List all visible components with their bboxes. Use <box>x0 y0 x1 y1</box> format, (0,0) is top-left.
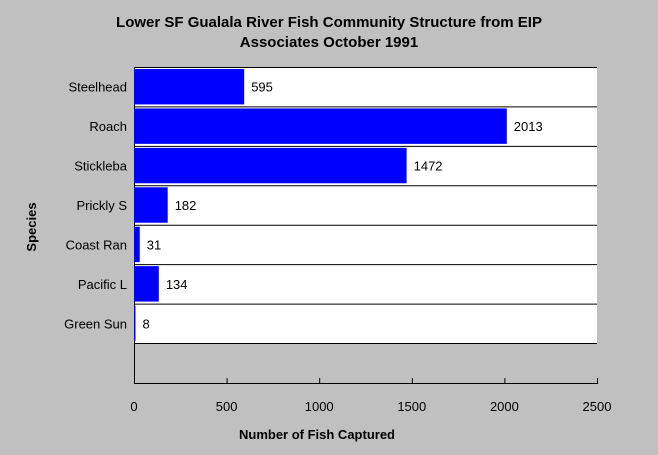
bar <box>134 147 407 184</box>
data-label: 8 <box>142 316 149 331</box>
chart-subtitle: Associates October 1991 <box>240 34 418 51</box>
data-label: 134 <box>166 277 188 292</box>
category-label: Coast Ran <box>66 237 127 252</box>
x-tick-label: 1500 <box>397 399 426 414</box>
x-tick-label: 1000 <box>305 399 334 414</box>
x-tick-label: 2000 <box>490 399 519 414</box>
y-axis-title: Species <box>24 202 39 251</box>
data-label: 595 <box>251 80 273 95</box>
category-label: Green Sun <box>64 316 127 331</box>
bar <box>134 187 168 223</box>
data-label: 182 <box>175 198 197 213</box>
x-tick-label: 500 <box>216 399 238 414</box>
chart-title: Lower SF Gualala River Fish Community St… <box>116 14 542 31</box>
category-label: Pacific L <box>78 277 127 292</box>
category-label: Stickleba <box>74 159 128 174</box>
bar <box>134 226 140 263</box>
x-tick-label: 0 <box>130 399 137 414</box>
data-label: 31 <box>147 237 161 252</box>
bar <box>134 305 136 341</box>
x-axis-title: Number of Fish Captured <box>239 427 395 442</box>
bar <box>134 69 245 105</box>
bar <box>134 108 507 144</box>
category-label: Prickly S <box>76 198 127 213</box>
x-tick-label: 2500 <box>583 399 612 414</box>
category-label: Roach <box>89 119 127 134</box>
plot-area <box>134 67 597 343</box>
category-label: Steelhead <box>68 80 127 95</box>
data-label: 1472 <box>414 159 443 174</box>
data-label: 2013 <box>514 119 543 134</box>
bar <box>134 266 159 302</box>
